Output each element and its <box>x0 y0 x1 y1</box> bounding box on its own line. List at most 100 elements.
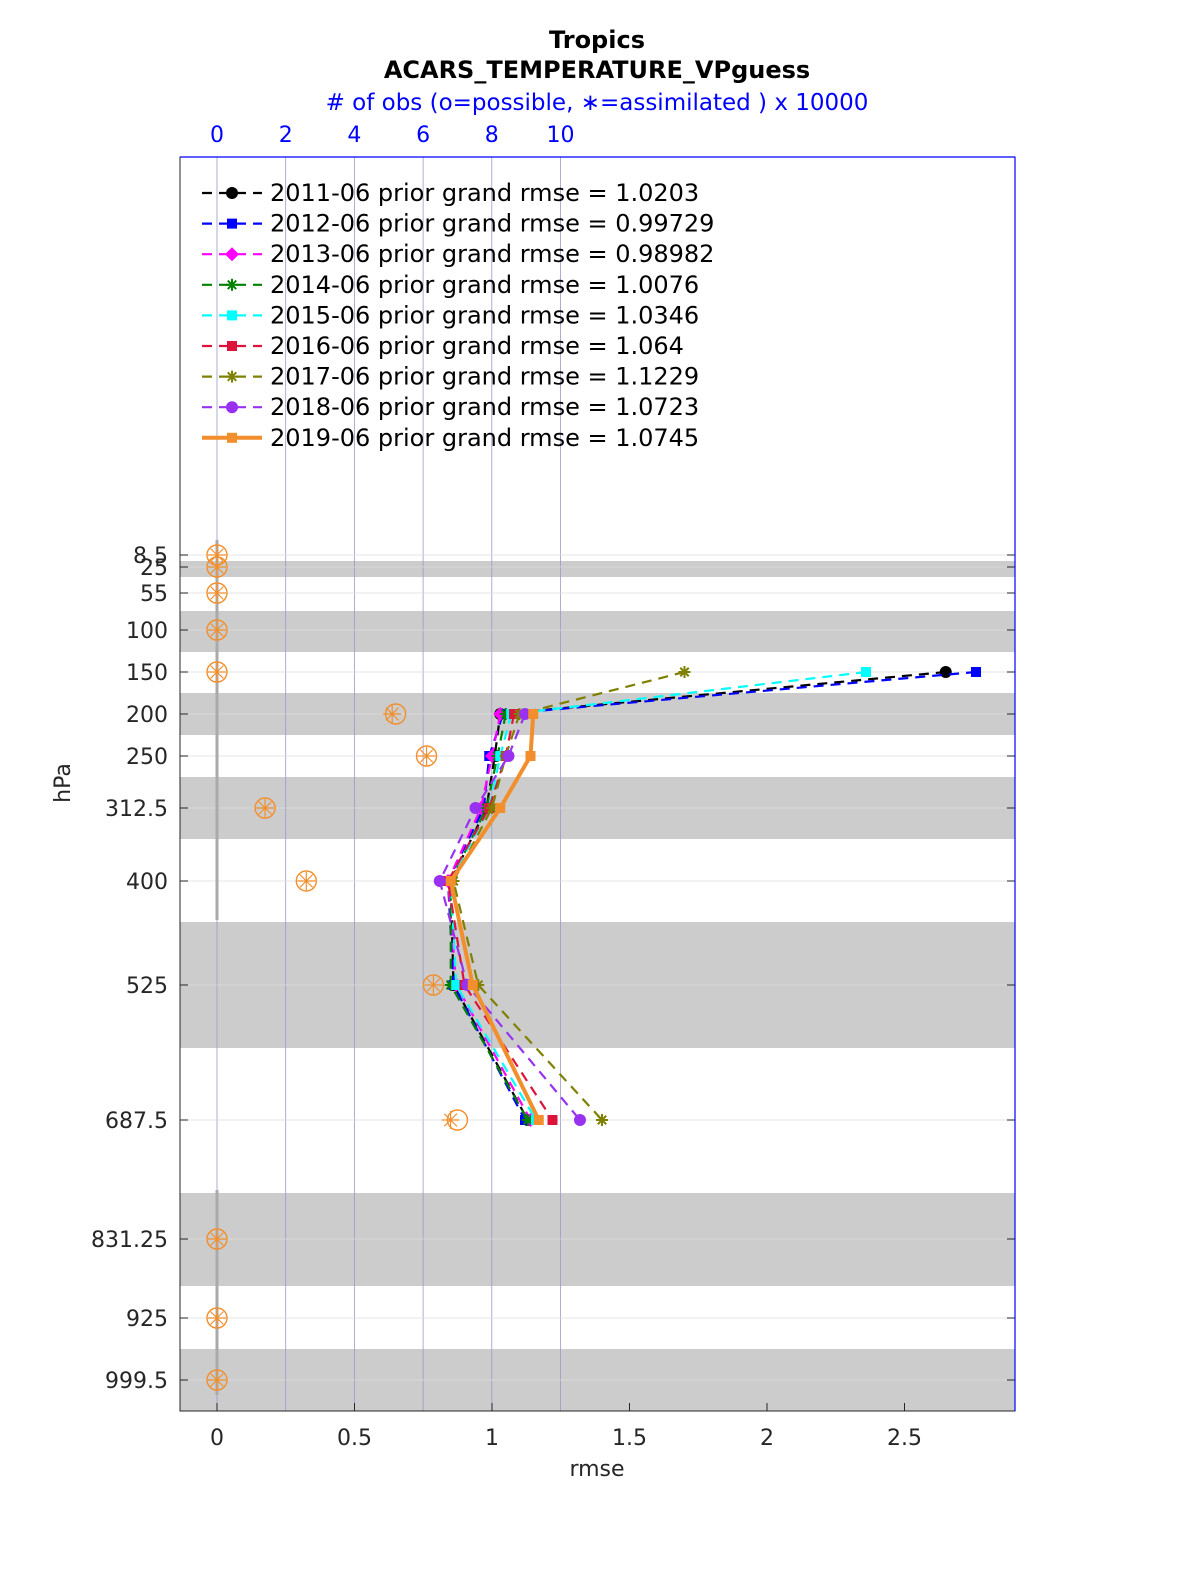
possible-marker <box>206 582 228 604</box>
assimilated-marker <box>208 1230 226 1248</box>
y-tick-label: 100 <box>126 619 168 644</box>
legend-entry: 2011-06 prior grand rmse = 1.0203 <box>270 179 699 207</box>
data-point <box>467 980 478 990</box>
data-series <box>433 666 981 1127</box>
y-tick-label: 25 <box>140 556 168 581</box>
data-point <box>227 341 237 351</box>
legend-entry: 2017-06 prior grand rmse = 1.1229 <box>270 363 699 391</box>
series-line <box>446 670 977 1121</box>
series-line <box>452 670 685 1121</box>
data-point <box>469 802 482 814</box>
data-point <box>528 709 539 719</box>
possible-marker <box>206 661 228 683</box>
possible-marker <box>422 974 445 996</box>
legend-entry: 2016-06 prior grand rmse = 1.064 <box>270 332 684 360</box>
legend-entry: 2014-06 prior grand rmse = 1.0076 <box>270 271 699 299</box>
data-point <box>519 708 531 720</box>
data-point <box>226 401 238 414</box>
data-point <box>227 218 237 229</box>
top-tick-label: 8 <box>485 123 499 148</box>
possible-marker <box>206 1369 228 1391</box>
y-tick-label: 999.5 <box>105 1369 168 1394</box>
y-tick-label: 525 <box>126 974 168 999</box>
data-point <box>433 875 446 887</box>
series-line <box>449 670 867 1121</box>
y-tick-label: 200 <box>126 703 168 728</box>
assimilated-marker <box>208 558 226 576</box>
legend-entry: 2015-06 prior grand rmse = 1.0346 <box>270 301 699 329</box>
x-tick-label: 0.5 <box>337 1426 372 1451</box>
chart-subtitle: ACARS_TEMPERATURE_VPguess <box>384 56 810 84</box>
y-tick-label: 250 <box>126 745 168 770</box>
series-line <box>438 713 581 1121</box>
y-tick-label: 925 <box>126 1307 168 1332</box>
level-band <box>180 1193 1015 1286</box>
legend-entry: 2013-06 prior grand rmse = 0.98982 <box>270 240 714 268</box>
data-point <box>525 751 536 761</box>
series-line <box>449 713 529 1121</box>
y-tick-label: 831.25 <box>91 1228 168 1253</box>
obs-count-markers <box>206 544 469 1391</box>
possible-marker <box>415 745 438 767</box>
assimilated-marker <box>208 1371 226 1389</box>
data-point <box>574 1114 586 1126</box>
assimilated-marker <box>383 705 402 723</box>
level-band <box>180 561 1015 577</box>
assimilated-marker <box>297 872 316 890</box>
possible-marker <box>206 1228 228 1250</box>
y-axis-label: hPa <box>51 763 76 803</box>
data-point <box>225 247 239 262</box>
data-point <box>939 666 952 678</box>
top-tick-label: 6 <box>416 123 430 148</box>
data-point <box>226 370 238 383</box>
y-tick-label: 687.5 <box>105 1109 168 1134</box>
series-line <box>448 713 541 1121</box>
data-point <box>445 876 456 886</box>
x-tick-label: 1 <box>485 1426 499 1451</box>
legend-entry: 2018-06 prior grand rmse = 1.0723 <box>270 393 699 421</box>
chart-title: Tropics <box>549 26 645 54</box>
x-tick-label: 0 <box>210 1426 224 1451</box>
data-point <box>227 310 237 321</box>
data-point <box>861 667 871 677</box>
assimilated-marker <box>441 1111 460 1129</box>
data-point <box>971 667 981 677</box>
possible-marker <box>206 1307 228 1329</box>
y-tick-label: 8.5 <box>133 544 168 569</box>
assimilated-marker <box>417 747 436 765</box>
assimilated-marker <box>208 546 226 564</box>
data-point <box>226 278 238 291</box>
top-tick-label: 4 <box>347 123 361 148</box>
assimilated-marker <box>208 584 226 602</box>
y-tick-label: 55 <box>140 582 168 607</box>
data-point <box>226 187 238 199</box>
data-point <box>495 803 506 813</box>
level-bands <box>180 561 1015 1411</box>
series-line <box>446 713 554 1121</box>
grid-lines <box>180 157 1015 1411</box>
y-tick-label: 400 <box>126 870 168 895</box>
assimilated-marker <box>256 799 275 817</box>
assimilated-marker <box>208 1309 226 1327</box>
assimilated-marker <box>424 976 443 994</box>
level-band <box>180 611 1015 652</box>
top-axis-label: # of obs (o=possible, ∗=assimilated ) x … <box>326 90 869 116</box>
x-tick-label: 2.5 <box>887 1426 922 1451</box>
y-tick-label: 312.5 <box>105 797 168 822</box>
data-point <box>596 1114 608 1126</box>
possible-marker <box>206 619 228 641</box>
top-tick-label: 10 <box>547 123 575 148</box>
legend-entry: 2012-06 prior grand rmse = 0.99729 <box>270 210 714 238</box>
legend: 2011-06 prior grand rmse = 1.0203 2012-06… <box>202 179 714 452</box>
data-point <box>678 666 691 678</box>
possible-marker <box>206 556 228 578</box>
data-point <box>451 980 462 990</box>
series-line <box>449 670 946 1121</box>
y-tick-label: 150 <box>126 661 168 686</box>
data-point <box>547 1115 558 1125</box>
legend-entry: 2019-06 prior grand rmse = 1.0745 <box>270 424 699 452</box>
possible-marker <box>295 870 318 892</box>
top-tick-label: 0 <box>210 123 224 148</box>
